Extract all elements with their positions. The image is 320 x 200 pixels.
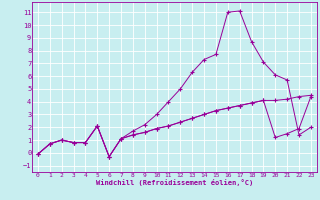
X-axis label: Windchill (Refroidissement éolien,°C): Windchill (Refroidissement éolien,°C) <box>96 179 253 186</box>
